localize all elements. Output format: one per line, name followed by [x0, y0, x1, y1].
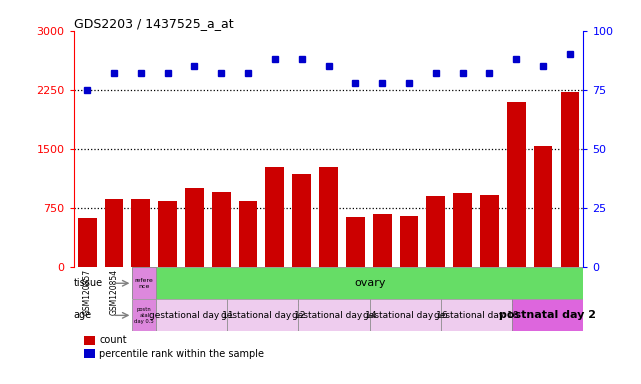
Bar — [228, 299, 299, 331]
Bar — [507, 102, 526, 267]
Text: gestational day 18: gestational day 18 — [434, 311, 519, 320]
Text: tissue: tissue — [74, 278, 103, 288]
Bar — [453, 193, 472, 267]
Text: age: age — [74, 310, 92, 320]
Bar — [84, 349, 95, 358]
Bar — [399, 216, 419, 267]
Bar — [292, 174, 311, 267]
Text: gestational day 14: gestational day 14 — [292, 311, 376, 320]
Text: postn
atal
day 0.5: postn atal day 0.5 — [135, 307, 154, 324]
Bar — [84, 336, 95, 345]
Bar — [512, 299, 583, 331]
Bar — [132, 267, 156, 299]
Bar — [426, 196, 445, 267]
Bar — [299, 299, 370, 331]
Bar — [78, 218, 97, 267]
Bar — [131, 199, 150, 267]
Bar — [132, 267, 583, 299]
Bar — [238, 201, 258, 267]
Text: gestational day 12: gestational day 12 — [221, 311, 305, 320]
Text: GDS2203 / 1437525_a_at: GDS2203 / 1437525_a_at — [74, 17, 233, 30]
Bar — [156, 299, 228, 331]
Text: postnatal day 2: postnatal day 2 — [499, 310, 596, 320]
Bar — [534, 146, 553, 267]
Bar — [104, 199, 123, 267]
Bar — [319, 167, 338, 267]
Bar — [441, 299, 512, 331]
Bar — [132, 299, 156, 331]
Text: count: count — [99, 335, 127, 345]
Bar — [212, 192, 231, 267]
Text: gestational day 16: gestational day 16 — [363, 311, 447, 320]
Bar — [265, 167, 284, 267]
Bar — [560, 92, 579, 267]
Bar — [370, 299, 441, 331]
Text: refere
nce: refere nce — [135, 278, 154, 289]
Text: gestational day 11: gestational day 11 — [149, 311, 234, 320]
Bar — [185, 189, 204, 267]
Text: ovary: ovary — [354, 278, 385, 288]
Bar — [346, 217, 365, 267]
Bar — [158, 201, 177, 267]
Bar — [480, 195, 499, 267]
Bar — [373, 214, 392, 267]
Text: percentile rank within the sample: percentile rank within the sample — [99, 349, 264, 359]
